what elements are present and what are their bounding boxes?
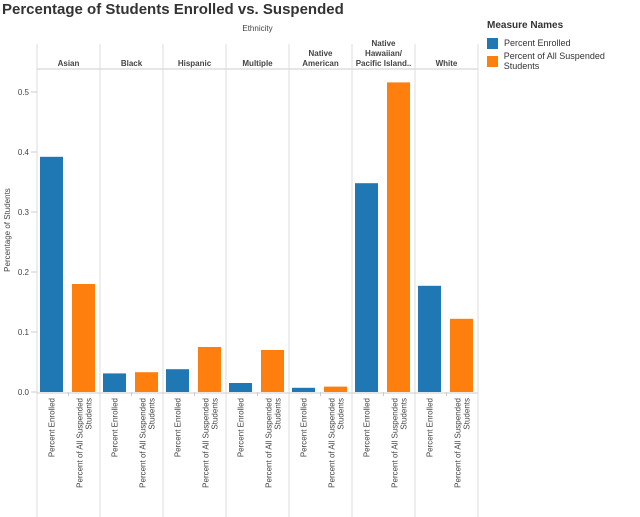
bar-enrolled xyxy=(166,369,189,392)
y-tick-label: 0.2 xyxy=(18,268,30,277)
category-label: Black xyxy=(121,59,143,68)
bar-enrolled xyxy=(103,373,126,392)
category-label: Asian xyxy=(58,59,80,68)
category-label: White xyxy=(436,59,458,68)
x-tick-label: Percent of All Suspended xyxy=(328,398,337,488)
column-header: Ethnicity xyxy=(242,24,272,33)
x-tick-label: Percent Enrolled xyxy=(300,398,309,457)
x-tick-label: Percent of All Suspended xyxy=(391,398,400,488)
chart-title: Percentage of Students Enrolled vs. Susp… xyxy=(2,1,344,18)
bar-suspended xyxy=(72,284,95,392)
x-tick-label: Students xyxy=(211,398,220,430)
x-tick-label: Percent of All Suspended xyxy=(454,398,463,488)
x-tick-label: Students xyxy=(274,398,283,430)
x-tick-label: Percent of All Suspended xyxy=(139,398,148,488)
y-tick-label: 0.4 xyxy=(18,148,30,157)
x-tick-label: Students xyxy=(148,398,157,430)
category-label: Hawaiian/ xyxy=(365,49,403,58)
bar-suspended xyxy=(450,318,473,392)
x-tick-label: Students xyxy=(337,398,346,430)
x-tick-label: Percent of All Suspended xyxy=(76,398,85,488)
x-tick-label: Percent Enrolled xyxy=(48,398,57,457)
x-tick-label: Percent of All Suspended xyxy=(202,398,211,488)
bar-enrolled xyxy=(229,383,252,392)
y-tick-label: 0.3 xyxy=(18,208,30,217)
legend-swatch-enrolled xyxy=(487,37,498,49)
legend-swatch-suspended xyxy=(487,55,498,67)
bar-enrolled xyxy=(418,285,441,392)
bar-suspended xyxy=(261,350,284,392)
x-tick-label: Percent Enrolled xyxy=(237,398,246,457)
y-tick-label: 0.5 xyxy=(18,88,30,97)
x-tick-label: Percent Enrolled xyxy=(111,398,120,457)
category-label: American xyxy=(302,59,339,68)
category-label: Native xyxy=(371,39,396,48)
bar-suspended xyxy=(387,82,410,393)
x-tick-label: Students xyxy=(400,398,409,430)
bar-suspended xyxy=(198,347,221,392)
legend-item-suspended[interactable]: Percent of All Suspended Students xyxy=(487,51,640,71)
bar-suspended xyxy=(324,386,347,392)
category-label: Multiple xyxy=(242,59,273,68)
legend-title: Measure Names xyxy=(487,20,564,31)
y-tick-label: 0.1 xyxy=(18,328,30,337)
bar-enrolled xyxy=(40,156,63,392)
legend-label-suspended: Percent of All Suspended Students xyxy=(503,51,605,71)
x-tick-label: Percent Enrolled xyxy=(426,398,435,457)
legend: Measure Names Percent Enrolled Percent o… xyxy=(487,20,640,71)
y-axis-label: Percentage of Students xyxy=(3,188,12,272)
category-label: Pacific Island.. xyxy=(356,59,412,68)
x-tick-label: Percent of All Suspended xyxy=(265,398,274,488)
legend-item-enrolled[interactable]: Percent Enrolled xyxy=(487,34,640,52)
legend-label-enrolled: Percent Enrolled xyxy=(504,38,571,48)
x-tick-label: Students xyxy=(463,398,472,430)
bar-enrolled xyxy=(292,387,315,392)
y-tick-label: 0.0 xyxy=(18,388,30,397)
x-tick-label: Students xyxy=(85,398,94,430)
category-label: Hispanic xyxy=(178,59,212,68)
bar-suspended xyxy=(135,372,158,392)
bar-enrolled xyxy=(355,183,378,392)
category-label: Native xyxy=(308,49,333,58)
x-tick-label: Percent Enrolled xyxy=(174,398,183,457)
x-tick-label: Percent Enrolled xyxy=(363,398,372,457)
